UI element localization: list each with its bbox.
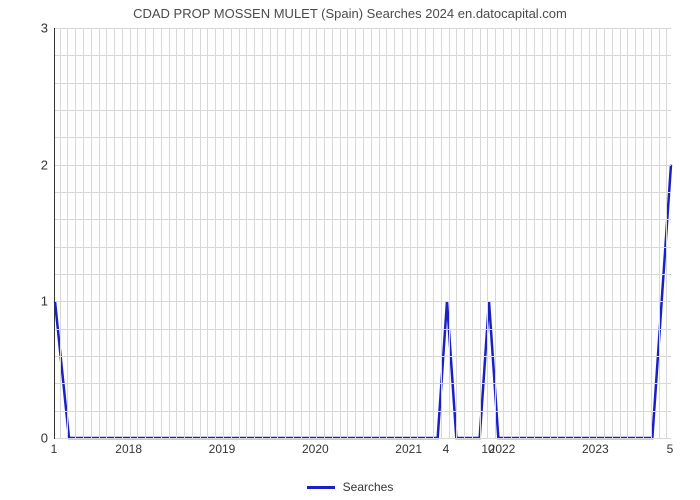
grid-v [402, 28, 403, 438]
grid-v [246, 28, 247, 438]
grid-v [215, 28, 216, 438]
xtick-label: 2018 [115, 442, 142, 456]
grid-v [60, 28, 61, 438]
grid-v [176, 28, 177, 438]
grid-v [604, 28, 605, 438]
grid-v [293, 28, 294, 438]
grid-v [596, 28, 597, 438]
grid-v [99, 28, 100, 438]
grid-v [169, 28, 170, 438]
grid-v [231, 28, 232, 438]
grid-h [55, 438, 671, 439]
grid-v [153, 28, 154, 438]
grid-v [75, 28, 76, 438]
grid-v [394, 28, 395, 438]
grid-v [371, 28, 372, 438]
grid-v [161, 28, 162, 438]
grid-v [511, 28, 512, 438]
grid-v [340, 28, 341, 438]
grid-v [503, 28, 504, 438]
grid-v [441, 28, 442, 438]
grid-v [550, 28, 551, 438]
xtick-label: 2023 [582, 442, 609, 456]
grid-v [433, 28, 434, 438]
grid-v [122, 28, 123, 438]
grid-v [262, 28, 263, 438]
grid-v [651, 28, 652, 438]
grid-v [425, 28, 426, 438]
grid-v [324, 28, 325, 438]
grid-v [542, 28, 543, 438]
chart-title: CDAD PROP MOSSEN MULET (Spain) Searches … [0, 6, 700, 21]
grid-v [534, 28, 535, 438]
grid-v [581, 28, 582, 438]
grid-v [130, 28, 131, 438]
grid-v [410, 28, 411, 438]
grid-v [223, 28, 224, 438]
grid-v [456, 28, 457, 438]
grid-v [91, 28, 92, 438]
grid-v [332, 28, 333, 438]
chart-container: CDAD PROP MOSSEN MULET (Spain) Searches … [0, 0, 700, 500]
grid-v [519, 28, 520, 438]
grid-v [612, 28, 613, 438]
grid-v [627, 28, 628, 438]
ytick-label: 3 [8, 21, 48, 36]
grid-v [355, 28, 356, 438]
grid-v [449, 28, 450, 438]
grid-v [106, 28, 107, 438]
grid-v [659, 28, 660, 438]
grid-v [557, 28, 558, 438]
grid-v [309, 28, 310, 438]
grid-v [67, 28, 68, 438]
grid-v [239, 28, 240, 438]
ytick-label: 1 [8, 294, 48, 309]
grid-v [316, 28, 317, 438]
xtick-label: 2020 [302, 442, 329, 456]
legend-swatch [307, 486, 335, 489]
grid-v [573, 28, 574, 438]
grid-v [487, 28, 488, 438]
grid-v [363, 28, 364, 438]
grid-v [114, 28, 115, 438]
plot-area [54, 28, 671, 439]
grid-v [184, 28, 185, 438]
grid-v [526, 28, 527, 438]
grid-v [417, 28, 418, 438]
grid-v [472, 28, 473, 438]
grid-v [386, 28, 387, 438]
extra-x-label: 5 [667, 442, 674, 456]
grid-v [137, 28, 138, 438]
grid-v [495, 28, 496, 438]
grid-v [200, 28, 201, 438]
xtick-label: 2021 [395, 442, 422, 456]
grid-v [207, 28, 208, 438]
xtick-label: 2019 [209, 442, 236, 456]
ytick-label: 0 [8, 431, 48, 446]
grid-v [270, 28, 271, 438]
grid-v [589, 28, 590, 438]
grid-v [277, 28, 278, 438]
grid-v [620, 28, 621, 438]
legend: Searches [0, 480, 700, 494]
grid-v [480, 28, 481, 438]
grid-v [254, 28, 255, 438]
ytick-label: 2 [8, 157, 48, 172]
grid-v [379, 28, 380, 438]
grid-v [347, 28, 348, 438]
grid-v [643, 28, 644, 438]
grid-v [301, 28, 302, 438]
extra-x-label: 10 [481, 442, 494, 456]
grid-v [285, 28, 286, 438]
grid-v [464, 28, 465, 438]
grid-v [192, 28, 193, 438]
grid-v [145, 28, 146, 438]
grid-v [666, 28, 667, 438]
grid-v [565, 28, 566, 438]
extra-x-label: 1 [51, 442, 58, 456]
extra-x-label: 4 [443, 442, 450, 456]
legend-label: Searches [343, 480, 394, 494]
grid-v [635, 28, 636, 438]
grid-v [83, 28, 84, 438]
